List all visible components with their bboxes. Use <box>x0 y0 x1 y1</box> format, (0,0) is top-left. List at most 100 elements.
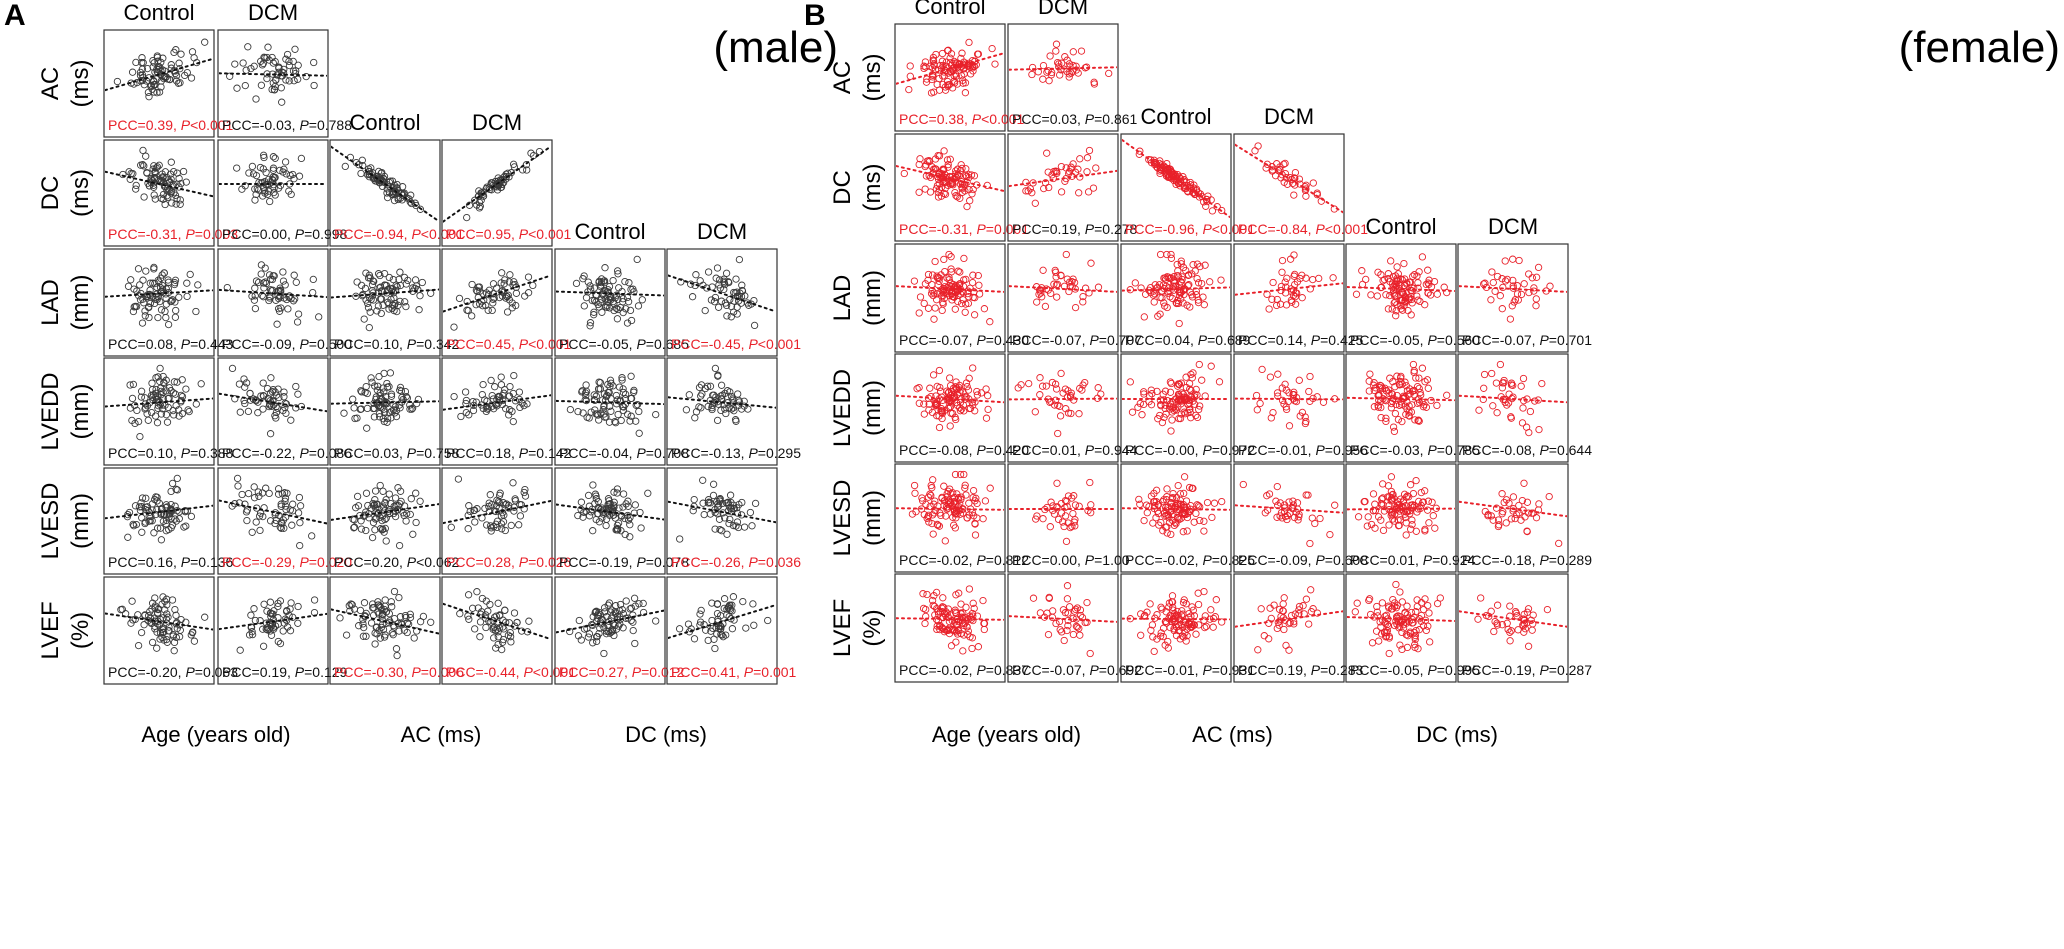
data-point <box>1295 376 1303 384</box>
data-point <box>412 282 421 290</box>
data-point <box>920 400 928 408</box>
data-point <box>946 422 954 430</box>
data-point <box>1167 274 1175 282</box>
data-point <box>1411 643 1419 652</box>
data-point <box>173 506 181 515</box>
data-point <box>937 405 946 413</box>
data-point <box>1075 502 1083 510</box>
data-point <box>162 520 170 528</box>
data-point <box>750 321 759 330</box>
data-point <box>711 644 719 653</box>
data-point <box>155 161 163 169</box>
data-point <box>355 622 363 630</box>
data-point <box>1393 301 1401 309</box>
data-point <box>1263 160 1271 168</box>
data-point <box>1174 299 1183 308</box>
data-point <box>357 405 365 413</box>
data-point <box>1081 284 1090 292</box>
data-point <box>280 524 288 532</box>
cell-male-lad-ac-dcm: PCC=0.45, P<0.001 <box>441 248 572 357</box>
data-point <box>691 414 699 422</box>
data-point <box>267 374 275 382</box>
data-point <box>590 391 598 399</box>
data-point <box>475 204 484 212</box>
data-point <box>910 481 919 490</box>
data-point <box>626 521 634 529</box>
data-point <box>1506 612 1514 620</box>
data-point <box>1082 63 1091 71</box>
data-point <box>1354 513 1363 521</box>
scatter-points <box>1351 580 1444 658</box>
data-point <box>1365 596 1373 605</box>
data-point <box>1196 516 1204 525</box>
data-point <box>147 408 156 417</box>
data-point <box>462 408 470 417</box>
data-point <box>1039 75 1047 83</box>
data-point <box>959 401 968 409</box>
data-point <box>1086 649 1094 658</box>
data-point <box>489 280 498 288</box>
data-point <box>1138 411 1146 419</box>
data-point <box>949 181 957 189</box>
data-point <box>502 500 511 508</box>
data-point <box>261 264 269 272</box>
data-point <box>1424 289 1432 297</box>
data-point <box>376 481 384 490</box>
data-point <box>226 72 234 80</box>
data-point <box>506 382 514 391</box>
data-point <box>145 517 153 525</box>
data-point <box>269 610 277 618</box>
data-point <box>164 394 172 403</box>
data-point <box>150 529 158 537</box>
data-point <box>629 618 637 626</box>
data-point <box>944 389 952 397</box>
data-point <box>1189 484 1197 493</box>
data-point <box>1538 379 1546 388</box>
data-point <box>624 298 633 306</box>
data-point <box>590 308 598 316</box>
data-point <box>260 504 268 512</box>
data-point <box>263 607 271 615</box>
data-point <box>142 494 150 502</box>
data-point <box>1160 299 1168 307</box>
data-point <box>236 408 244 416</box>
data-point <box>392 645 401 653</box>
data-point <box>360 599 369 607</box>
data-point <box>600 623 608 632</box>
data-point <box>491 626 500 635</box>
data-point <box>1063 582 1072 590</box>
data-point <box>277 304 285 312</box>
data-point <box>1415 615 1424 623</box>
trend-line <box>1009 66 1117 71</box>
data-point <box>172 306 180 315</box>
data-point <box>689 507 697 515</box>
data-point <box>404 276 412 285</box>
data-point <box>1412 374 1420 382</box>
data-point <box>1273 389 1282 397</box>
scatter-points <box>1263 251 1337 313</box>
data-point <box>167 61 175 69</box>
data-point <box>977 389 986 397</box>
data-point <box>931 497 939 505</box>
data-point <box>913 385 921 393</box>
data-point <box>1157 287 1166 296</box>
data-point <box>928 511 937 519</box>
data-point <box>369 289 377 297</box>
data-point <box>353 492 362 501</box>
data-point <box>137 393 146 401</box>
data-point <box>377 603 385 612</box>
trend-line <box>556 290 664 297</box>
data-point <box>748 522 756 530</box>
data-point <box>239 59 247 67</box>
data-point <box>582 391 590 400</box>
data-point <box>711 525 719 533</box>
data-point <box>1166 287 1174 295</box>
pcc-annotation: PCC=-0.20, P=0.063 <box>108 664 238 680</box>
data-point <box>1418 253 1427 261</box>
data-point <box>1523 498 1532 506</box>
data-point <box>1167 250 1175 259</box>
data-point <box>466 507 474 516</box>
data-point <box>952 514 960 522</box>
data-point <box>493 284 501 292</box>
data-point <box>1525 428 1533 437</box>
